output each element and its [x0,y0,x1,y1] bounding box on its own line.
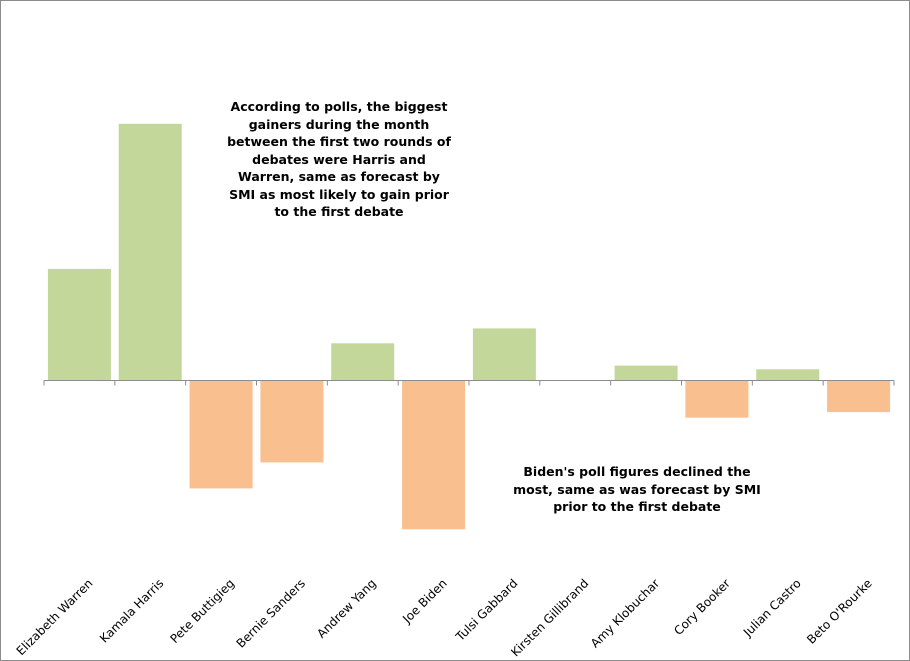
x-tick-label: Cory Booker [671,576,733,638]
x-tick-label: Bernie Sanders [234,576,308,650]
x-tick-label: Tulsi Gabbard [452,576,520,644]
annotation-biden: Biden's poll figures declined the most, … [513,464,761,514]
bar-pete-buttigieg [189,380,253,489]
bars-group [47,123,891,530]
x-tick-label: Kamala Harris [97,576,166,645]
x-tick-label: Beto O'Rourke [804,576,875,647]
x-tick-label: Andrew Yang [314,576,379,641]
x-tick-labels: Elizabeth Warren Kamala Harris Pete Buttig… [14,576,875,659]
bar-julian-castro [756,369,820,381]
x-tick-label: Kirsten Gillibrand [508,576,591,659]
bar-kamala-harris [118,123,182,381]
x-tick-label: Joe Biden [399,576,449,626]
bar-bernie-sanders [260,380,324,463]
bar-beto-o-rourke [827,380,891,413]
bar-joe-biden [402,380,466,530]
bar-cory-booker [685,380,749,418]
bar-elizabeth-warren [47,268,111,381]
x-tick-label: Julian Castro [740,576,804,640]
x-tick-label: Amy Klobuchar [588,576,662,650]
x-tick-label: Pete Buttigieg [167,576,237,646]
annotation-gainers: According to polls, the biggest gainers … [227,99,451,219]
bar-amy-klobuchar [614,365,678,381]
bar-tulsi-gabbard [472,328,536,381]
bar-andrew-yang [331,343,395,381]
x-axis [43,379,895,386]
x-tick-label: Elizabeth Warren [14,576,96,658]
